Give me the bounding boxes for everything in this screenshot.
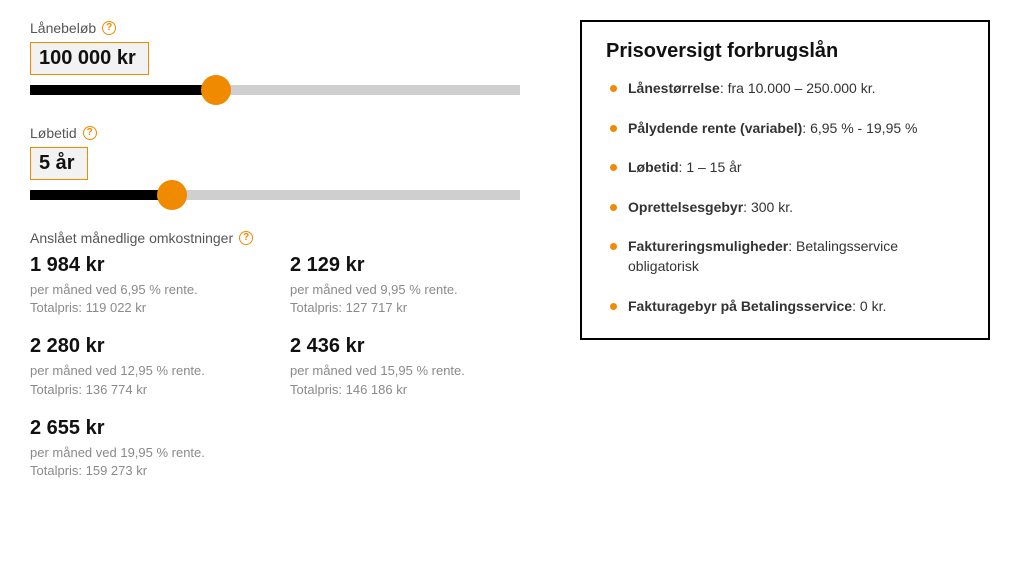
cost-detail: per måned ved 12,95 % rente. Totalpris: … — [30, 362, 260, 398]
help-icon[interactable]: ? — [239, 231, 253, 245]
term-value[interactable]: 5 år — [30, 147, 88, 180]
price-overview-box: Prisoversigt forbrugslån Lånestørrelse: … — [580, 20, 990, 340]
term-label: Løbetid ? — [30, 125, 520, 141]
price-overview-list: Lånestørrelse: fra 10.000 – 250.000 kr. … — [606, 79, 964, 316]
loan-amount-label: Lånebeløb ? — [30, 20, 520, 36]
price-overview-panel: Prisoversigt forbrugslån Lånestørrelse: … — [580, 20, 990, 340]
price-overview-title: Prisoversigt forbrugslån — [606, 40, 964, 63]
cost-detail: per måned ved 6,95 % rente. Totalpris: 1… — [30, 281, 260, 317]
monthly-costs-header-text: Anslået månedlige omkostninger — [30, 230, 233, 246]
term-slider-fill — [30, 190, 172, 200]
cost-detail: per måned ved 15,95 % rente. Totalpris: … — [290, 362, 520, 398]
help-icon[interactable]: ? — [83, 126, 97, 140]
cost-amount: 1 984 kr — [30, 254, 260, 277]
cost-grid: 1 984 kr per måned ved 6,95 % rente. Tot… — [30, 254, 520, 480]
cost-item: 2 129 kr per måned ved 9,95 % rente. Tot… — [290, 254, 520, 317]
cost-amount: 2 655 kr — [30, 417, 260, 440]
monthly-costs-header: Anslået månedlige omkostninger ? — [30, 230, 520, 246]
cost-detail: per måned ved 19,95 % rente. Totalpris: … — [30, 444, 260, 480]
cost-amount: 2 436 kr — [290, 335, 520, 358]
list-item: Fakturagebyr på Betalingsservice: 0 kr. — [606, 297, 964, 317]
loan-amount-label-text: Lånebeløb — [30, 20, 96, 36]
list-item: Oprettelsesgebyr: 300 kr. — [606, 198, 964, 218]
loan-amount-value[interactable]: 100 000 kr — [30, 42, 149, 75]
term-label-text: Løbetid — [30, 125, 77, 141]
cost-item: 2 436 kr per måned ved 15,95 % rente. To… — [290, 335, 520, 398]
cost-amount: 2 129 kr — [290, 254, 520, 277]
list-item: Løbetid: 1 – 15 år — [606, 158, 964, 178]
loan-amount-slider-thumb[interactable] — [201, 75, 231, 105]
term-slider[interactable] — [30, 190, 520, 200]
loan-amount-slider-fill — [30, 85, 216, 95]
term-slider-thumb[interactable] — [157, 180, 187, 210]
list-item: Lånestørrelse: fra 10.000 – 250.000 kr. — [606, 79, 964, 99]
list-item: Faktureringsmuligheder: Betalingsservice… — [606, 237, 964, 276]
cost-detail: per måned ved 9,95 % rente. Totalpris: 1… — [290, 281, 520, 317]
list-item: Pålydende rente (variabel): 6,95 % - 19,… — [606, 119, 964, 139]
cost-amount: 2 280 kr — [30, 335, 260, 358]
calculator-panel: Lånebeløb ? 100 000 kr Løbetid ? 5 år An… — [30, 20, 520, 480]
cost-item: 1 984 kr per måned ved 6,95 % rente. Tot… — [30, 254, 260, 317]
cost-item: 2 655 kr per måned ved 19,95 % rente. To… — [30, 417, 260, 480]
loan-amount-slider[interactable] — [30, 85, 520, 95]
cost-item: 2 280 kr per måned ved 12,95 % rente. To… — [30, 335, 260, 398]
help-icon[interactable]: ? — [102, 21, 116, 35]
